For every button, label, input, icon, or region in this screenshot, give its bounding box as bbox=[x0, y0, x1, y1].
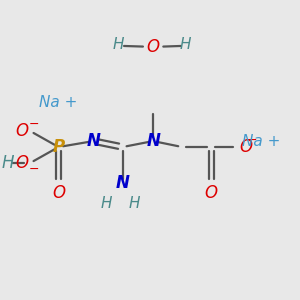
Text: N: N bbox=[146, 132, 160, 150]
Text: O: O bbox=[239, 138, 252, 156]
Text: H: H bbox=[2, 154, 14, 172]
Text: N: N bbox=[116, 174, 130, 192]
Text: −: − bbox=[28, 164, 39, 176]
Text: Na +: Na + bbox=[242, 134, 280, 148]
Text: P: P bbox=[52, 138, 64, 156]
Text: O: O bbox=[52, 184, 65, 202]
Text: O: O bbox=[147, 38, 160, 56]
Text: −: − bbox=[246, 134, 257, 147]
Text: −: − bbox=[28, 118, 39, 130]
Text: H: H bbox=[179, 37, 191, 52]
Text: H: H bbox=[128, 196, 140, 211]
Text: O: O bbox=[15, 154, 28, 172]
Text: O: O bbox=[15, 122, 28, 140]
Text: Na +: Na + bbox=[39, 95, 78, 110]
Text: N: N bbox=[86, 132, 100, 150]
Text: O: O bbox=[205, 184, 218, 202]
Text: H: H bbox=[101, 196, 112, 211]
Text: H: H bbox=[112, 37, 124, 52]
